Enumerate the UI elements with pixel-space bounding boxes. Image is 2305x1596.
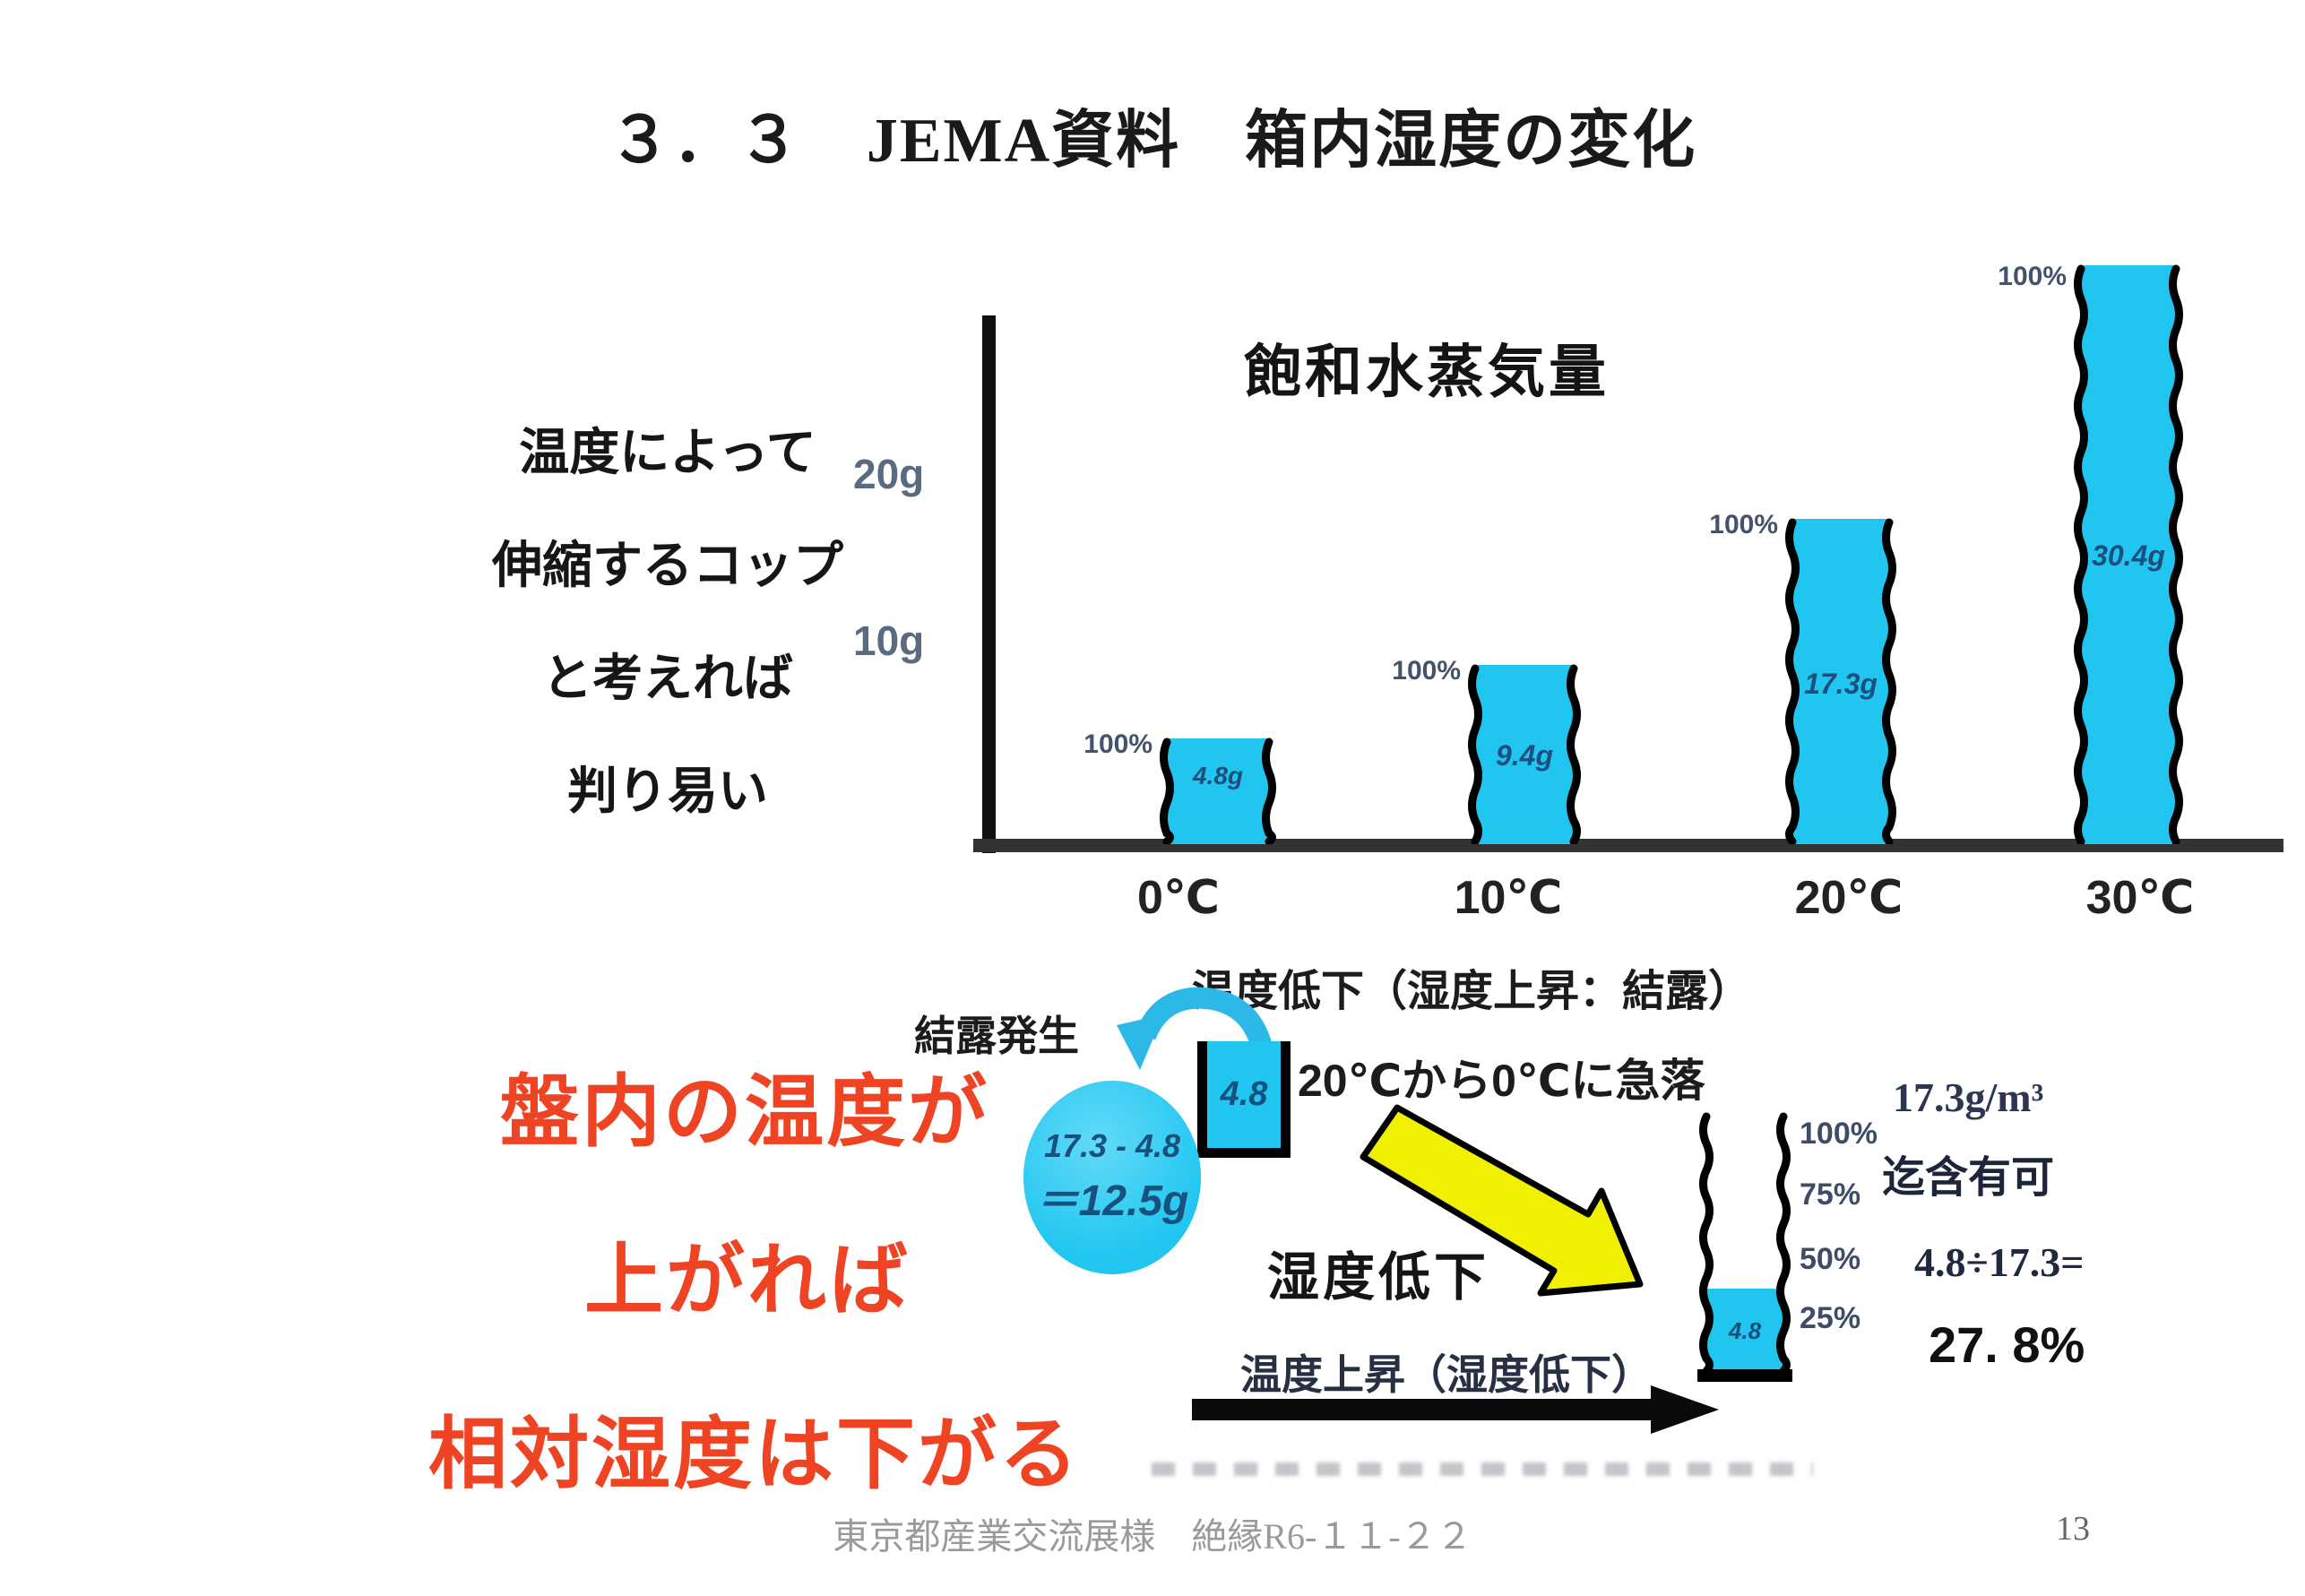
down-right-arrow-icon xyxy=(1360,1104,1644,1297)
left-note-line: 判り易い xyxy=(567,763,768,819)
condensation-label: 結露発生 xyxy=(914,1013,1079,1059)
bar-10c: 100% 9.4g xyxy=(1392,656,1583,846)
page-title: ３．３ JEMA資料 箱内湿度の変化 xyxy=(608,107,1697,176)
right-arrow-icon xyxy=(1192,1385,1719,1434)
x-tick-20c: 20℃ xyxy=(1794,872,1904,924)
y-tick-20g: 20g xyxy=(853,451,925,497)
circle-result-line: ＝12.5g xyxy=(1035,1178,1189,1225)
footer-text: 東京都産業交流展様 絶縁R6-１１-２２ xyxy=(833,1516,1472,1557)
humidity-formula: 4.8÷17.3= xyxy=(1914,1239,2085,1285)
humidity-result: 27. 8% xyxy=(1929,1316,2085,1373)
humidity-scale-cup xyxy=(1696,1111,1794,1385)
y-tick-10g: 10g xyxy=(853,617,925,664)
circle-calc-line: 17.3 - 4.8 xyxy=(1043,1127,1181,1164)
bar-value-label: 17.3g xyxy=(1804,668,1878,700)
bar-value-label: 30.4g xyxy=(2092,539,2165,572)
cup-value: 4.8 xyxy=(1220,1075,1268,1113)
x-tick-0c: 0℃ xyxy=(1137,872,1220,924)
scale-label-25: 25% xyxy=(1800,1301,1861,1335)
x-tick-30c: 30℃ xyxy=(2085,872,2195,924)
left-note-line: と考えれば xyxy=(542,650,793,706)
page-number: 13 xyxy=(2056,1510,2090,1548)
scale-label-100: 100% xyxy=(1800,1117,1878,1151)
scale-label-50: 50% xyxy=(1800,1242,1861,1276)
cup-shape-icon xyxy=(1466,663,1583,846)
cropped-text-strip xyxy=(1152,1462,1813,1476)
cup-shape-icon xyxy=(1158,737,1278,846)
x-axis-line xyxy=(973,839,2283,852)
y-axis-line xyxy=(982,315,996,853)
scale-label-75: 75% xyxy=(1800,1178,1861,1212)
warming-note: 温度上昇（湿度低下） xyxy=(1240,1351,1653,1398)
cooling-note: 温度低下（湿度上昇：結露） xyxy=(1192,968,1752,1015)
left-note-line: 伸縮するコップ xyxy=(492,537,843,593)
bar-0c: 100% 4.8g xyxy=(1083,729,1278,846)
bar-rh-label: 100% xyxy=(1083,729,1152,759)
bar-value-label: 4.8g xyxy=(1192,762,1244,789)
bar-20c: 100% 17.3g xyxy=(1709,510,1898,846)
red-message-line: 上がれば xyxy=(584,1236,911,1324)
humidity-drop-label: 湿度低下 xyxy=(1267,1248,1490,1307)
plunge-note: 20℃から0℃に急落 xyxy=(1298,1056,1705,1106)
condensation-cup: 4.8 xyxy=(1197,1041,1291,1158)
left-note: 温度によって 伸縮するコップ と考えれば 判り易い xyxy=(385,396,950,848)
cup-value: 4.8 xyxy=(1728,1317,1762,1344)
cup-shape-icon xyxy=(1783,517,1898,846)
chart-title: 飽和水蒸気量 xyxy=(1244,340,1610,404)
bar-value-label: 9.4g xyxy=(1495,739,1554,772)
capacity-note: 迄含有可 xyxy=(1882,1154,2055,1202)
condensed-water-circle: 17.3 - 4.8 ＝12.5g xyxy=(1023,1081,1201,1274)
bar-rh-label: 100% xyxy=(1998,262,2067,291)
bar-rh-label: 100% xyxy=(1392,656,1461,686)
red-message-line: 相対湿度は下がる xyxy=(428,1410,1082,1498)
cup-shape-icon xyxy=(2072,263,2185,846)
bar-rh-label: 100% xyxy=(1709,510,1778,539)
red-message-line: 盤内の温度が xyxy=(500,1067,990,1156)
x-tick-10c: 10℃ xyxy=(1454,872,1563,924)
left-note-line: 温度によって xyxy=(519,424,816,480)
capacity-value: 17.3g/m³ xyxy=(1893,1074,2044,1120)
bar-30c: 100% 30.4g xyxy=(1998,262,2185,846)
curved-arrow-icon xyxy=(1117,987,1274,1070)
